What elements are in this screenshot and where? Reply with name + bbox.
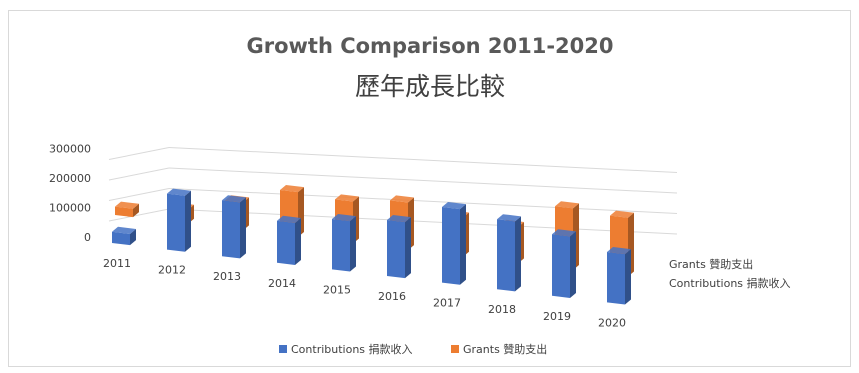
bar-front-face <box>607 252 625 305</box>
bar-front-face <box>387 220 405 279</box>
bar-side-face <box>350 216 356 272</box>
bar-top-face <box>112 226 136 234</box>
x-tick-label: 2014 <box>268 277 296 290</box>
bar-top-face <box>555 201 579 209</box>
legend-label: Grants 贊助支出 <box>463 342 547 356</box>
chart-area: Growth Comparison 2011-2020 歷年成長比較 0 1000… <box>8 10 851 367</box>
gridline-side <box>108 188 170 201</box>
depth-axis-label: Contributions 捐款收入 <box>669 276 791 290</box>
bar-top-face <box>280 185 304 193</box>
bar-front-face <box>222 200 240 259</box>
bar-top-face <box>387 215 411 223</box>
contributions-bar-2012 <box>167 188 191 252</box>
bar-front-face <box>115 206 133 218</box>
bar-front-face <box>167 193 185 252</box>
bar-front-face <box>277 220 295 265</box>
y-tick-label: 100000 <box>49 202 91 215</box>
contributions-bar-2018 <box>497 214 521 292</box>
bar-front-face <box>442 207 460 285</box>
bar-side-face <box>295 217 301 265</box>
bar-side-face <box>515 216 521 292</box>
x-tick-label: 2016 <box>378 290 406 303</box>
contributions-bar-2011 <box>112 226 136 246</box>
gridline-back <box>168 188 678 214</box>
bar-top-face <box>607 247 631 255</box>
bar-top-face <box>115 201 139 209</box>
bar-top-face <box>442 202 466 210</box>
legend: Contributions 捐款收入 Grants 贊助支出 <box>279 342 547 356</box>
x-axis-labels: 2011 2012 2013 2014 2015 2016 2017 2018 2019 2020 <box>103 257 626 329</box>
bar-side-face <box>133 203 139 218</box>
depth-axis-label: Grants 贊助支出 <box>669 257 753 271</box>
y-axis-ticks: 0 100000 200000 300000 <box>49 143 91 245</box>
bar-side-face <box>185 190 191 252</box>
bar-side-face <box>625 249 631 305</box>
legend-swatch <box>279 345 287 353</box>
bar-front-face <box>497 219 515 292</box>
x-tick-label: 2013 <box>213 270 241 283</box>
gridline-side <box>108 167 170 181</box>
bar-top-face <box>335 194 359 202</box>
contributions-bar-2019 <box>552 229 576 298</box>
y-tick-label: 0 <box>84 231 91 244</box>
legend-swatch <box>451 345 459 353</box>
x-tick-label: 2015 <box>323 283 351 296</box>
x-tick-label: 2012 <box>158 264 186 277</box>
bar-top-face <box>497 214 521 222</box>
y-tick-label: 300000 <box>49 143 91 156</box>
bar-side-face <box>460 204 466 285</box>
bar-top-face <box>610 210 634 218</box>
gridline-back <box>168 147 678 173</box>
bar-side-face <box>405 217 411 279</box>
bar-top-face <box>552 229 576 237</box>
x-tick-label: 2017 <box>433 297 461 310</box>
contributions-bar-2014 <box>277 215 301 265</box>
gridline-side <box>108 208 170 222</box>
y-tick-label: 200000 <box>49 172 91 185</box>
bar-top-face <box>332 214 356 222</box>
gridline-side <box>108 147 170 160</box>
contributions-bar-2017 <box>442 202 466 285</box>
gridline-back <box>168 167 678 194</box>
chart-subtitle: 歷年成長比較 <box>355 72 505 101</box>
bar-front-face <box>332 219 350 272</box>
bar-top-face <box>167 188 191 196</box>
gridline-back <box>168 208 678 235</box>
gridlines <box>108 147 678 235</box>
chart-svg: Growth Comparison 2011-2020 歷年成長比較 0 1000… <box>49 34 791 356</box>
contributions-bar-2013 <box>222 195 246 259</box>
legend-label: Contributions 捐款收入 <box>291 342 413 356</box>
bar-side-face <box>570 231 576 298</box>
bar-top-face <box>390 195 414 203</box>
bar-top-face <box>277 215 301 223</box>
contributions-bar-2016 <box>387 215 411 279</box>
chart-title: Growth Comparison 2011-2020 <box>247 34 614 58</box>
x-tick-label: 2011 <box>103 257 131 270</box>
contributions-bar-2015 <box>332 214 356 272</box>
grants-bar-2011 <box>115 201 139 218</box>
x-tick-label: 2018 <box>488 303 516 316</box>
depth-axis-labels: Grants 贊助支出 Contributions 捐款收入 <box>669 257 791 290</box>
contributions-bar-2020 <box>607 247 631 305</box>
bar-top-face <box>222 195 246 203</box>
bars <box>112 185 634 305</box>
bar-front-face <box>552 234 570 298</box>
x-tick-label: 2019 <box>543 310 571 323</box>
bar-side-face <box>240 197 246 259</box>
bar-front-face <box>112 231 130 246</box>
bar-side-face <box>130 228 136 246</box>
x-tick-label: 2020 <box>598 316 626 329</box>
